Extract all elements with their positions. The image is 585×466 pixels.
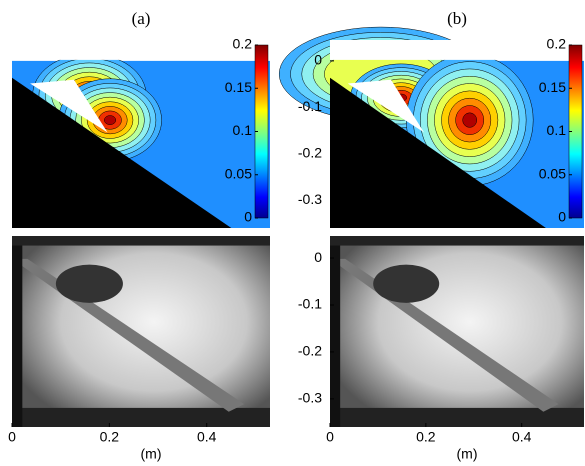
photo-pile xyxy=(373,264,440,303)
colorbar-tick-label: 0.2 xyxy=(233,36,253,52)
photo-frame-left xyxy=(12,236,23,427)
photo-pile xyxy=(55,264,123,303)
colorbar-tick-label: 0.2 xyxy=(547,36,567,52)
contour-level xyxy=(462,112,478,128)
slope xyxy=(12,77,232,228)
y-tick-label: -0.1 xyxy=(298,296,322,312)
above-water xyxy=(330,40,584,60)
slide-block xyxy=(347,79,424,133)
x-tick-label: 0.2 xyxy=(416,429,436,445)
slope xyxy=(330,77,546,228)
y-tick-label: -0.3 xyxy=(298,191,322,207)
photo-floor xyxy=(12,407,270,427)
panel-title: (a) xyxy=(132,9,151,28)
panel-title: (b) xyxy=(447,9,467,28)
x-tick-label: 0.2 xyxy=(100,429,120,445)
colorbar-tick-label: 0 xyxy=(558,209,566,225)
colorbar-tick-label: 0.15 xyxy=(539,79,566,95)
above-water xyxy=(12,40,270,60)
x-tick-label: 0 xyxy=(8,429,16,445)
colorbar-tick-label: 0.1 xyxy=(233,122,253,138)
photo-frame-top xyxy=(330,236,584,246)
y-tick-label: -0.3 xyxy=(298,390,322,406)
x-axis-label: (m) xyxy=(141,446,162,462)
y-tick-label: 0 xyxy=(314,52,322,68)
colorbar-tick-label: 0.1 xyxy=(547,122,567,138)
y-tick-label: -0.2 xyxy=(298,343,322,359)
colorbar-tick-label: 0 xyxy=(244,209,252,225)
photo-frame-left xyxy=(330,236,341,427)
colorbar-tick-label: 0.05 xyxy=(539,165,566,181)
x-axis-label: (m) xyxy=(457,446,478,462)
photo-frame-top xyxy=(12,236,270,246)
colorbar-tick-label: 0.05 xyxy=(225,165,252,181)
x-tick-label: 0.4 xyxy=(512,429,532,445)
colorbar-tick-label: 0.15 xyxy=(225,79,252,95)
y-tick-label: 0 xyxy=(314,249,322,265)
y-tick-label: -0.2 xyxy=(298,144,322,160)
x-tick-label: 0.4 xyxy=(197,429,217,445)
slide-block xyxy=(30,79,108,133)
photo-floor xyxy=(330,407,584,427)
y-tick-label: -0.1 xyxy=(298,98,322,114)
contour-level xyxy=(104,115,117,125)
x-tick-label: 0 xyxy=(326,429,334,445)
